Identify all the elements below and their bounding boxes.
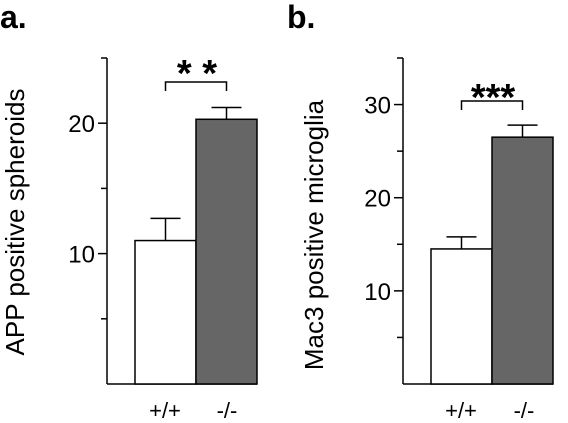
- panel-b-category-label-1: -/-: [514, 398, 535, 423]
- panel-b-bar-1: [491, 136, 554, 385]
- panel-a-letter: a.: [0, 0, 27, 35]
- panel-b-plot: 10 20 30 +/+ -/-: [364, 57, 554, 423]
- panel-a-category-label-0: +/+: [149, 398, 181, 423]
- panel-a-y-tick-label-0: 10: [68, 242, 95, 269]
- panel-b-bar-0: [430, 248, 493, 385]
- panel-a-bar-1: [195, 118, 258, 385]
- panel-a-y-tick-label-1: 20: [68, 111, 95, 138]
- panel-a-bar-0: [134, 239, 197, 385]
- panel-b-significance-bracket: [460, 100, 524, 110]
- panel-b-y-tick-label-0: 10: [364, 279, 391, 306]
- panel-a-plot: 10 20 +/+ -/-: [68, 57, 258, 423]
- panel-b-category-label-0: +/+: [445, 398, 477, 423]
- panel-b-letter: b.: [287, 0, 315, 35]
- panel-b-y-axis-label: Mac3 positive microglia: [299, 99, 329, 370]
- panel-a-y-axis-label: APP positive spheroids: [0, 89, 30, 356]
- panel-b-significance-label: ***: [471, 77, 516, 119]
- panel-b-y-tick-label-2: 30: [364, 93, 391, 120]
- panel-a-significance-label: * *: [177, 53, 217, 95]
- panel-b-y-tick-label-1: 20: [364, 186, 391, 213]
- panel-a-significance-bracket: [164, 81, 228, 91]
- panel-a: a. APP positive spheroids * * 10 20 +/+ -/-: [0, 0, 258, 423]
- panel-b: b. Mac3 positive microglia *** 10 20 30 +/+…: [287, 0, 554, 423]
- panel-a-category-label-1: -/-: [217, 398, 238, 423]
